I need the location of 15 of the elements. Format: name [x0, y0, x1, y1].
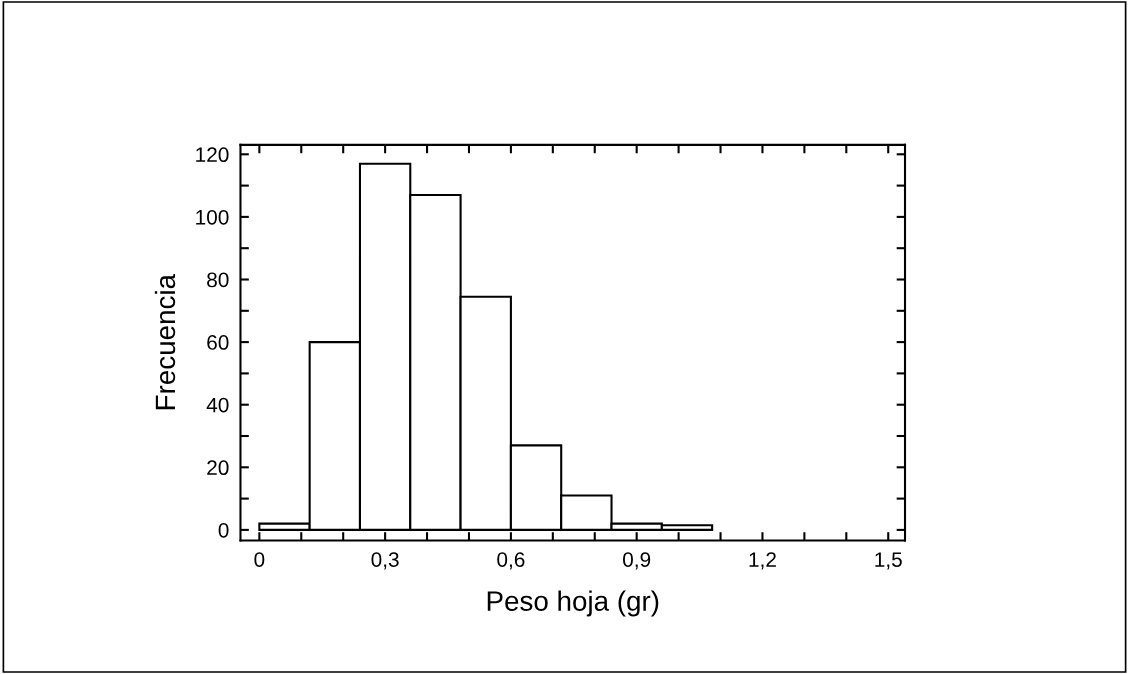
y-tick-label: 20: [207, 460, 229, 476]
y-tick-label: 40: [206, 397, 229, 413]
y-axis-title: Frecuencia: [154, 274, 176, 410]
x-tick-label: 0,6: [497, 552, 525, 570]
x-tick-label: 1,5: [875, 552, 902, 570]
x-axis-title: Peso hoja (gr): [487, 590, 659, 617]
x-tick-label: 1,2: [749, 552, 776, 570]
y-tick-label: 80: [207, 272, 229, 288]
x-tick-label: 0,3: [371, 552, 399, 570]
y-tick-label: 60: [207, 335, 229, 350]
y-tick-label: 100: [196, 209, 229, 225]
y-tick-label: 0: [218, 522, 229, 538]
x-tick-label: 0: [254, 552, 265, 567]
x-tick-label: 0,9: [623, 552, 651, 570]
y-tick-label: 120: [196, 147, 229, 163]
